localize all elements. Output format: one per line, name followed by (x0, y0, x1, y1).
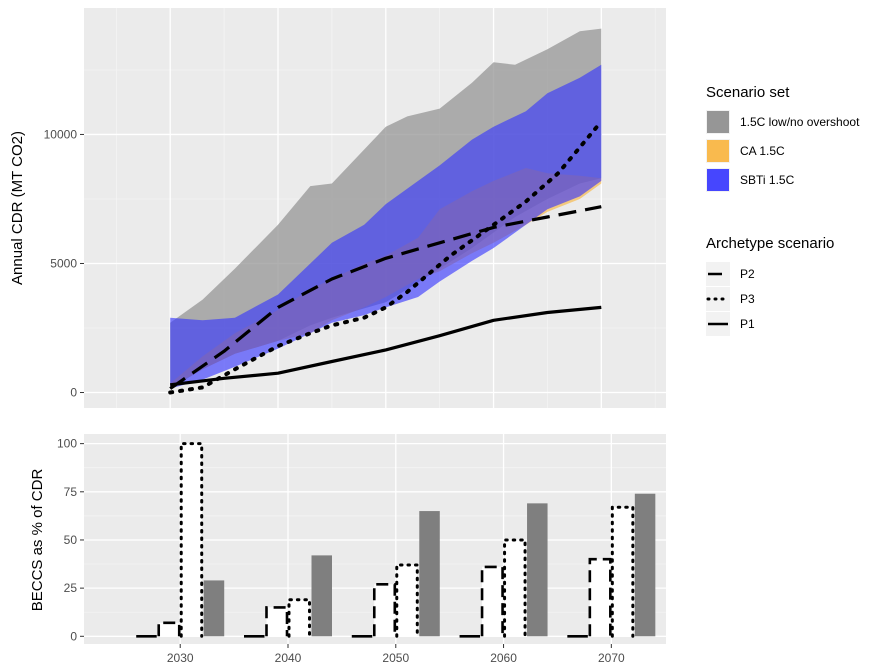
line-p3 (168, 119, 604, 395)
bar-2030-p3 (179, 442, 204, 638)
bar-2030-overshoot (203, 580, 225, 637)
legend-line-label: P1 (740, 317, 755, 331)
bar-2050-p3 (395, 563, 419, 638)
line-p2 (169, 205, 602, 390)
band-sbti-1-5c (170, 64, 602, 389)
y-tick-label: 5000 (50, 256, 77, 270)
line-p1 (170, 305, 602, 387)
x-tick-label: 2030 (167, 651, 194, 665)
y-tick-label: 25 (64, 581, 78, 595)
bar-2060-overshoot (527, 503, 548, 637)
legend-fill-label: SBTi 1.5C (740, 173, 795, 187)
y-tick-label: 0 (70, 629, 77, 643)
legend-fill-swatch (707, 111, 729, 133)
legend-line-label: P3 (740, 292, 755, 306)
legend-line-items: P2 P3 P1 (706, 262, 755, 336)
bar-2040-p3 (287, 598, 311, 638)
legend-line-title: Archetype scenario (706, 235, 834, 252)
y-tick-label: 100 (57, 437, 77, 451)
bar-2060-p2 (480, 565, 504, 637)
legend-fill-label: CA 1.5C (740, 144, 785, 158)
x-tick-label: 2040 (275, 651, 302, 665)
bar-2070-overshoot (634, 493, 656, 637)
bottom-panel-bars (136, 442, 656, 638)
top-y-ticks: 0 5000 10000 (44, 127, 84, 400)
bar-2050-overshoot (419, 511, 440, 637)
bottom-y-axis-title: BECCS as % of CDR (29, 469, 46, 612)
legend-line-label: P2 (740, 267, 755, 281)
bar-2070-p2 (588, 557, 612, 637)
top-y-axis-title: Annual CDR (MT CO2) (9, 131, 26, 285)
bar-2030-p2 (157, 621, 181, 637)
y-tick-label: 50 (64, 533, 78, 547)
legend-fill-swatch (707, 140, 729, 162)
legend-fill-title: Scenario set (706, 84, 790, 101)
x-tick-label: 2070 (598, 651, 625, 665)
legend: Scenario set 1.5C low/no overshoot CA 1.5… (706, 84, 860, 336)
y-tick-label: 10000 (44, 127, 78, 141)
bar-2070-p3 (610, 505, 635, 638)
bar-2060-p3 (503, 538, 527, 638)
legend-fill-items: 1.5C low/no overshoot CA 1.5C SBTi 1.5C (706, 110, 860, 192)
bar-2040-p2 (265, 606, 289, 637)
legend-fill-label: 1.5C low/no overshoot (740, 115, 860, 129)
y-tick-label: 0 (70, 386, 77, 400)
bottom-x-ticks: 2030 2040 2050 2060 2070 (167, 644, 625, 665)
bar-2050-p2 (372, 582, 397, 637)
x-tick-label: 2060 (490, 651, 517, 665)
bottom-y-ticks: 0 25 50 75 100 (57, 437, 84, 643)
x-tick-label: 2050 (382, 651, 409, 665)
bar-2040-overshoot (311, 555, 332, 637)
legend-fill-swatch (707, 169, 729, 191)
top-panel-lines (168, 119, 604, 395)
y-tick-label: 75 (64, 485, 78, 499)
